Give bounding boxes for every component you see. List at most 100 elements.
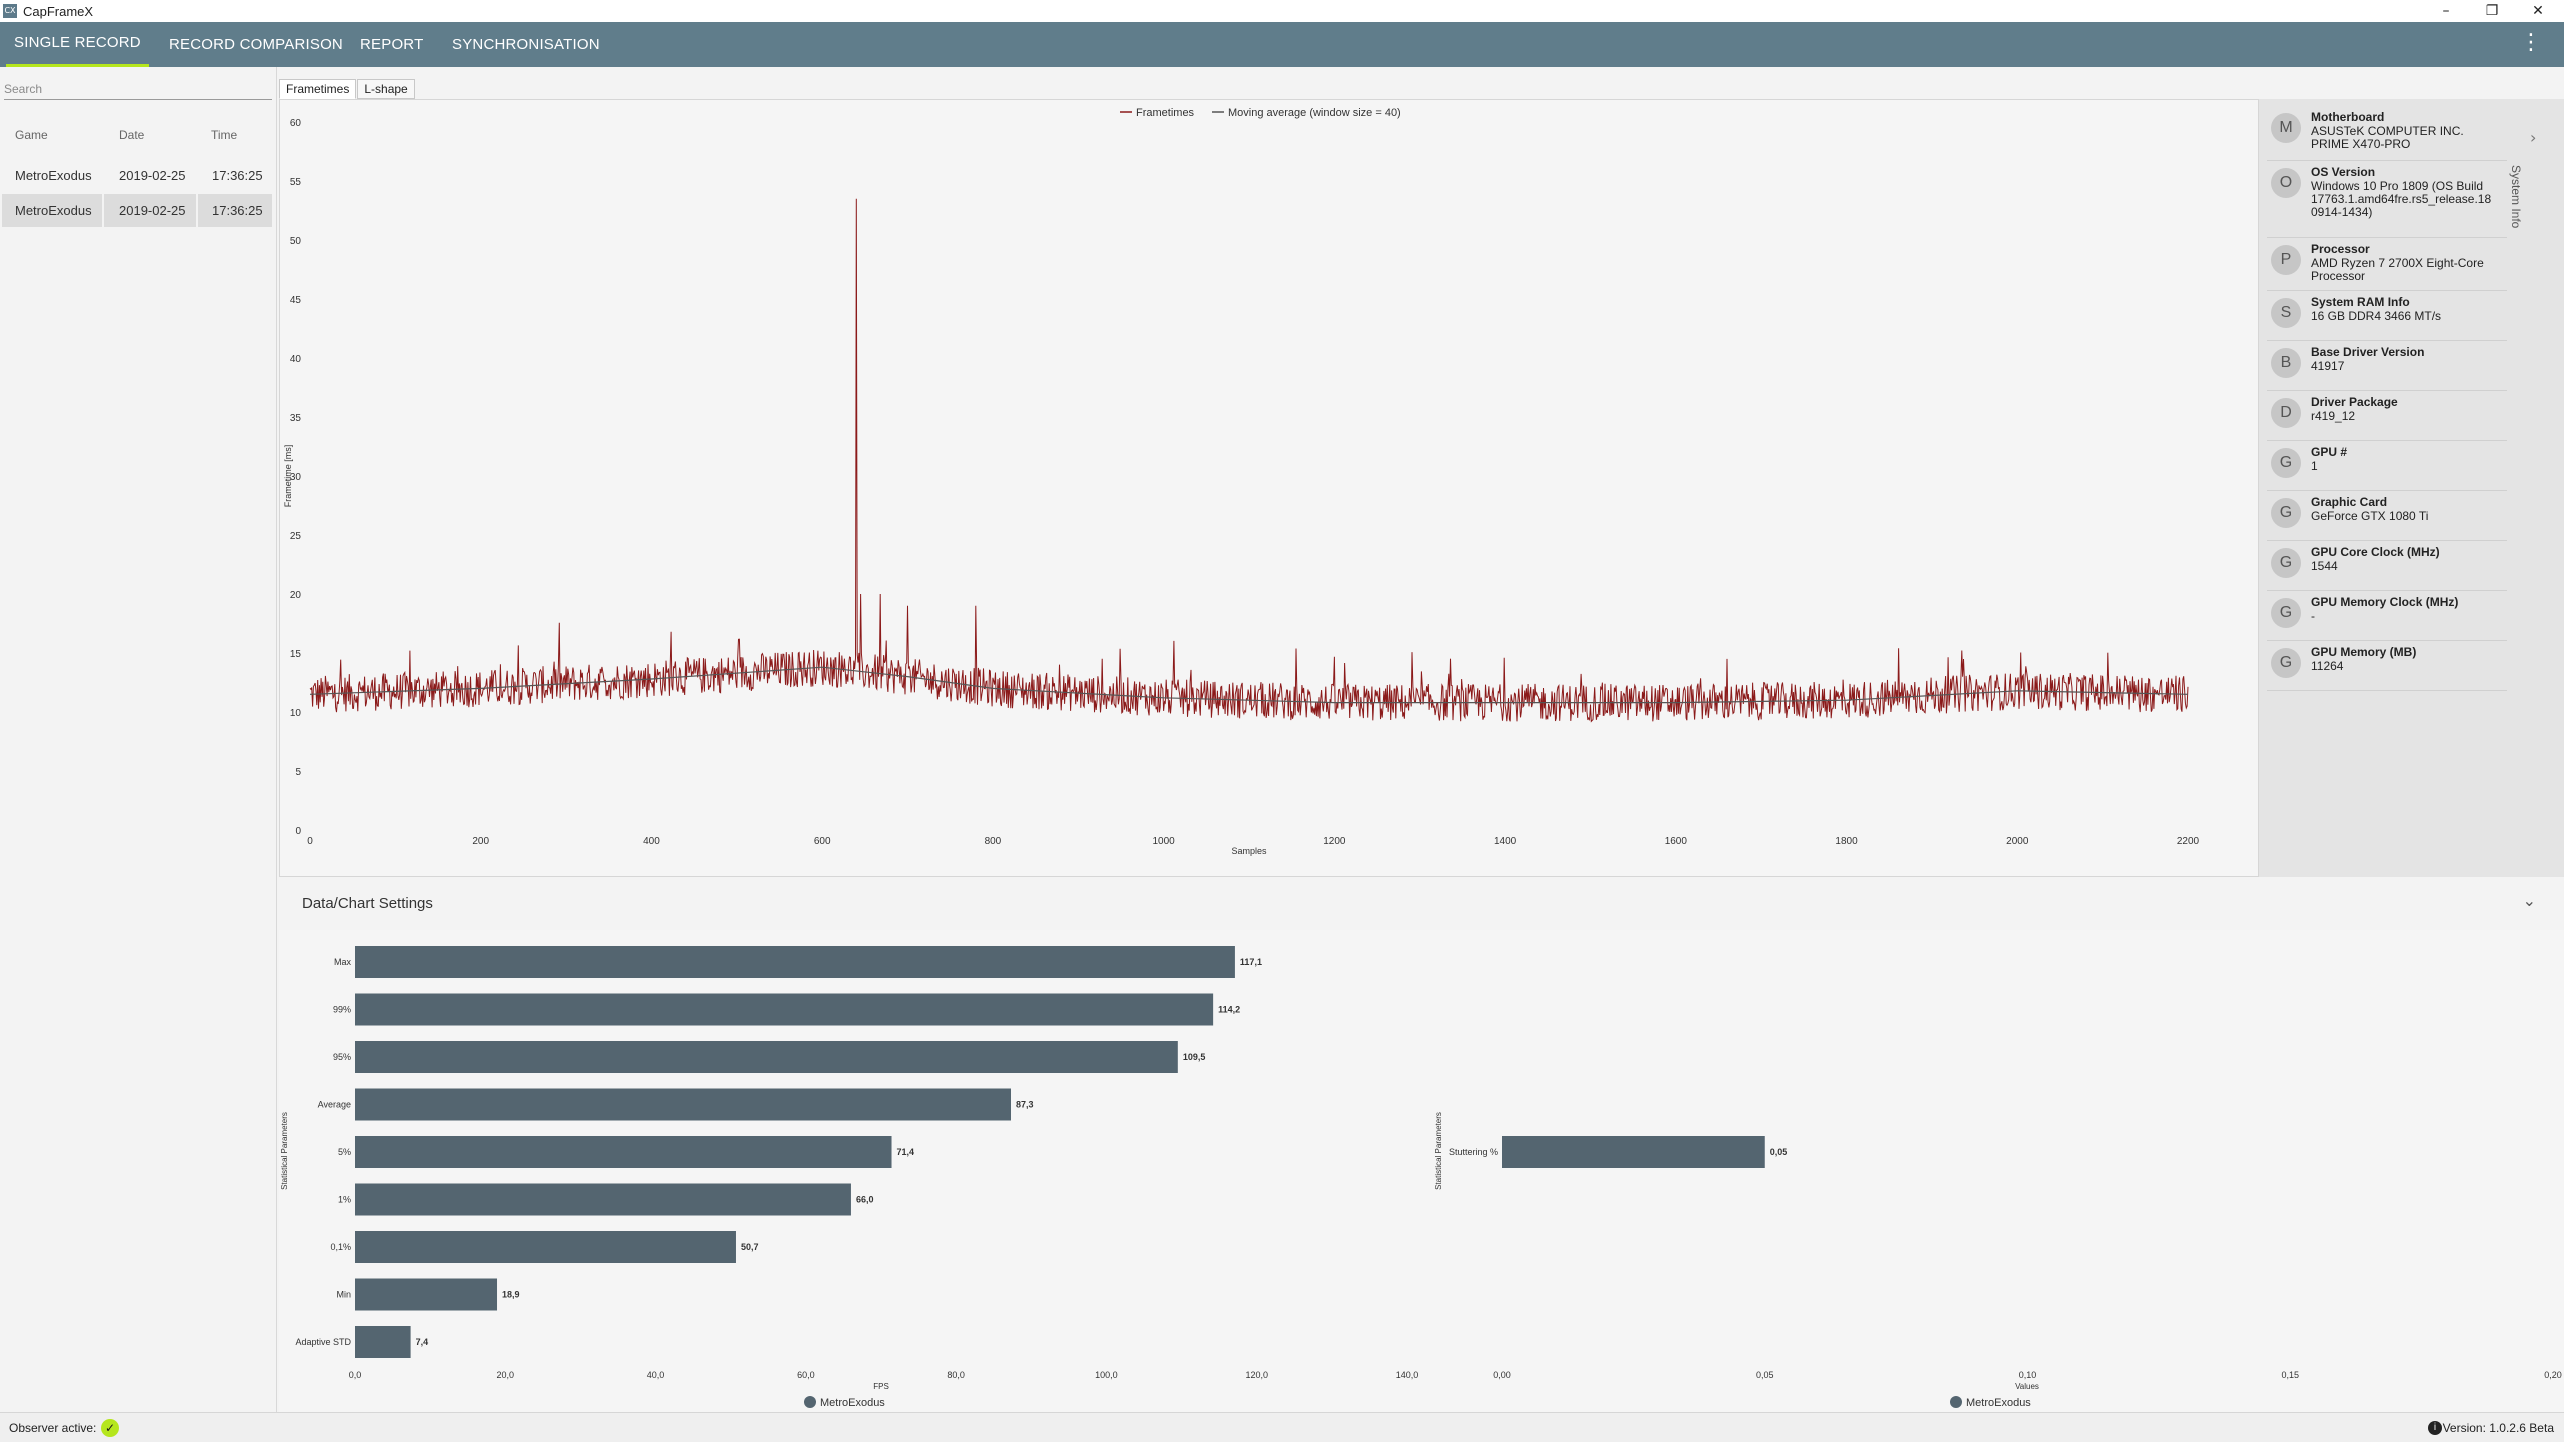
settings-label: Data/Chart Settings [302, 895, 433, 912]
y-axis-label: Statistical Parameters [280, 1112, 289, 1190]
x-tick-label: 2000 [2006, 836, 2029, 847]
bar-category-label: 0,1% [330, 1242, 351, 1252]
y-tick-label: 5 [295, 767, 301, 778]
bar-value-label: 71,4 [897, 1147, 915, 1157]
minimize-button[interactable]: – [2442, 3, 2450, 19]
x-axis-label: FPS [873, 1382, 889, 1391]
record-time: 17:36:25 [198, 194, 272, 227]
system-info-label: Processor [2311, 242, 2370, 256]
tab-single-record[interactable]: SINGLE RECORD [6, 22, 149, 67]
stat-bar [355, 1326, 411, 1358]
x-tick-label: 80,0 [947, 1370, 965, 1380]
record-date: 2019-02-25 [119, 168, 186, 183]
record-row[interactable]: MetroExodus 2019-02-25 17:36:25 [2, 159, 272, 192]
system-info-item: M Motherboard ASUSTeK COMPUTER INC. PRIME X… [2267, 107, 2507, 161]
stat-bar [355, 946, 1235, 978]
data-chart-settings[interactable]: Data/Chart Settings ⌄ [279, 885, 2564, 925]
bar-value-label: 0,05 [1770, 1147, 1788, 1157]
avatar: G [2271, 598, 2301, 628]
tab-synchronisation[interactable]: SYNCHRONISATION [452, 36, 600, 53]
bar-value-label: 7,4 [416, 1337, 429, 1347]
bar-category-label: Stuttering % [1449, 1147, 1498, 1157]
statistics-charts: Max 117,1 99% 114,2 95% 109,5 Average 87,3 5% 71,… [280, 946, 2562, 1409]
system-info-value: PRIME X470-PRO [2311, 137, 2411, 151]
column-header-time[interactable]: Time [211, 128, 238, 142]
y-axis-label: Frametime [ms] [283, 445, 293, 508]
chevron-down-icon[interactable]: ⌄ [2522, 891, 2536, 910]
legend-moving-average: Moving average (window size = 40) [1228, 107, 1401, 119]
system-info-value: 0914-1434) [2311, 205, 2373, 219]
x-tick-label: 2200 [2177, 836, 2200, 847]
record-time: 17:36:25 [212, 168, 263, 183]
status-bar: Observer active: ✓ i Version: 1.0.2.6 Be… [0, 1412, 2564, 1442]
stat-bar [355, 1231, 736, 1263]
tab-l-shape[interactable]: L-shape [357, 79, 415, 99]
system-info-label: System RAM Info [2311, 295, 2410, 309]
search-input[interactable]: Search [4, 78, 272, 100]
system-info-title[interactable]: System Info [2509, 165, 2523, 229]
frametimes-series [309, 198, 2189, 723]
system-info-item: S System RAM Info 16 GB DDR4 3466 MT/s [2267, 292, 2507, 341]
system-info-label: Graphic Card [2311, 495, 2388, 509]
system-info-item: P Processor AMD Ryzen 7 2700X Eight-Core Pr… [2267, 239, 2507, 291]
bar-value-label: 114,2 [1218, 1005, 1240, 1015]
bar-value-label: 50,7 [741, 1242, 759, 1252]
system-info-label: Driver Package [2311, 395, 2398, 409]
bar-value-label: 18,9 [502, 1290, 520, 1300]
y-axis-label: Statistical Parameters [1434, 1112, 1443, 1190]
record-sidebar: Search Game Date Time MetroExodus 2019-0… [0, 67, 277, 1412]
avatar: G [2271, 548, 2301, 578]
system-info-label: Base Driver Version [2311, 345, 2425, 359]
system-info-value: 41917 [2311, 359, 2345, 373]
more-options-icon[interactable]: ⋮ [2520, 30, 2542, 55]
close-button[interactable]: ✕ [2532, 3, 2544, 19]
chevron-right-icon[interactable]: › [2530, 128, 2537, 147]
record-row-selected[interactable]: MetroExodus 2019-02-25 17:36:25 [2, 194, 272, 227]
x-tick-label: 1600 [1665, 836, 1688, 847]
x-tick-label: 400 [643, 836, 660, 847]
system-info-item: G GPU Memory (MB) 11264 [2267, 642, 2507, 691]
system-info-label: GPU Core Clock (MHz) [2311, 545, 2440, 559]
stat-bar [355, 1278, 498, 1311]
x-tick-label: 0,05 [1756, 1370, 1774, 1380]
bar-category-label: Min [336, 1290, 351, 1300]
avatar: B [2271, 348, 2301, 378]
record-game: MetroExodus [2, 194, 102, 227]
system-info-value: ASUSTeK COMPUTER INC. [2311, 124, 2464, 138]
x-tick-label: 0,00 [1493, 1370, 1511, 1380]
system-info-label: GPU Memory (MB) [2311, 645, 2417, 659]
bar-value-label: 117,1 [1240, 957, 1262, 967]
y-tick-label: 45 [290, 295, 302, 306]
info-icon: i [2428, 1421, 2442, 1435]
y-tick-label: 20 [290, 590, 302, 601]
restore-button[interactable]: ❐ [2485, 3, 2499, 19]
app-icon: CX [3, 4, 17, 18]
tab-record-comparison[interactable]: RECORD COMPARISON [169, 36, 343, 53]
column-header-date[interactable]: Date [119, 128, 145, 142]
avatar: G [2271, 498, 2301, 528]
system-info-item: G Graphic Card GeForce GTX 1080 Ti [2267, 492, 2507, 541]
bar-category-label: 5% [338, 1147, 351, 1157]
statistics-panel: Max 117,1 99% 114,2 95% 109,5 Average 87,3 5% 71,… [279, 930, 2564, 1412]
legend-label: MetroExodus [820, 1397, 885, 1409]
bar-value-label: 87,3 [1016, 1100, 1034, 1110]
x-tick-label: 0 [307, 836, 313, 847]
system-info-label: OS Version [2311, 165, 2376, 179]
y-tick-label: 50 [290, 236, 302, 247]
stat-bar [1502, 1136, 1765, 1168]
avatar: S [2271, 298, 2301, 328]
column-header-game[interactable]: Game [15, 128, 48, 142]
x-tick-label: 140,0 [1396, 1370, 1419, 1380]
system-info-item: B Base Driver Version 41917 [2267, 342, 2507, 391]
window-title: CapFrameX [23, 3, 94, 19]
stat-bar [355, 1183, 851, 1216]
x-tick-label: 1000 [1153, 836, 1176, 847]
x-tick-label: 0,0 [349, 1370, 362, 1380]
x-tick-label: 60,0 [797, 1370, 815, 1380]
avatar: O [2271, 168, 2301, 198]
y-tick-label: 40 [290, 354, 302, 365]
tab-report[interactable]: REPORT [360, 36, 424, 53]
tab-frametimes[interactable]: Frametimes [279, 79, 357, 99]
bar-category-label: Average [318, 1100, 351, 1110]
